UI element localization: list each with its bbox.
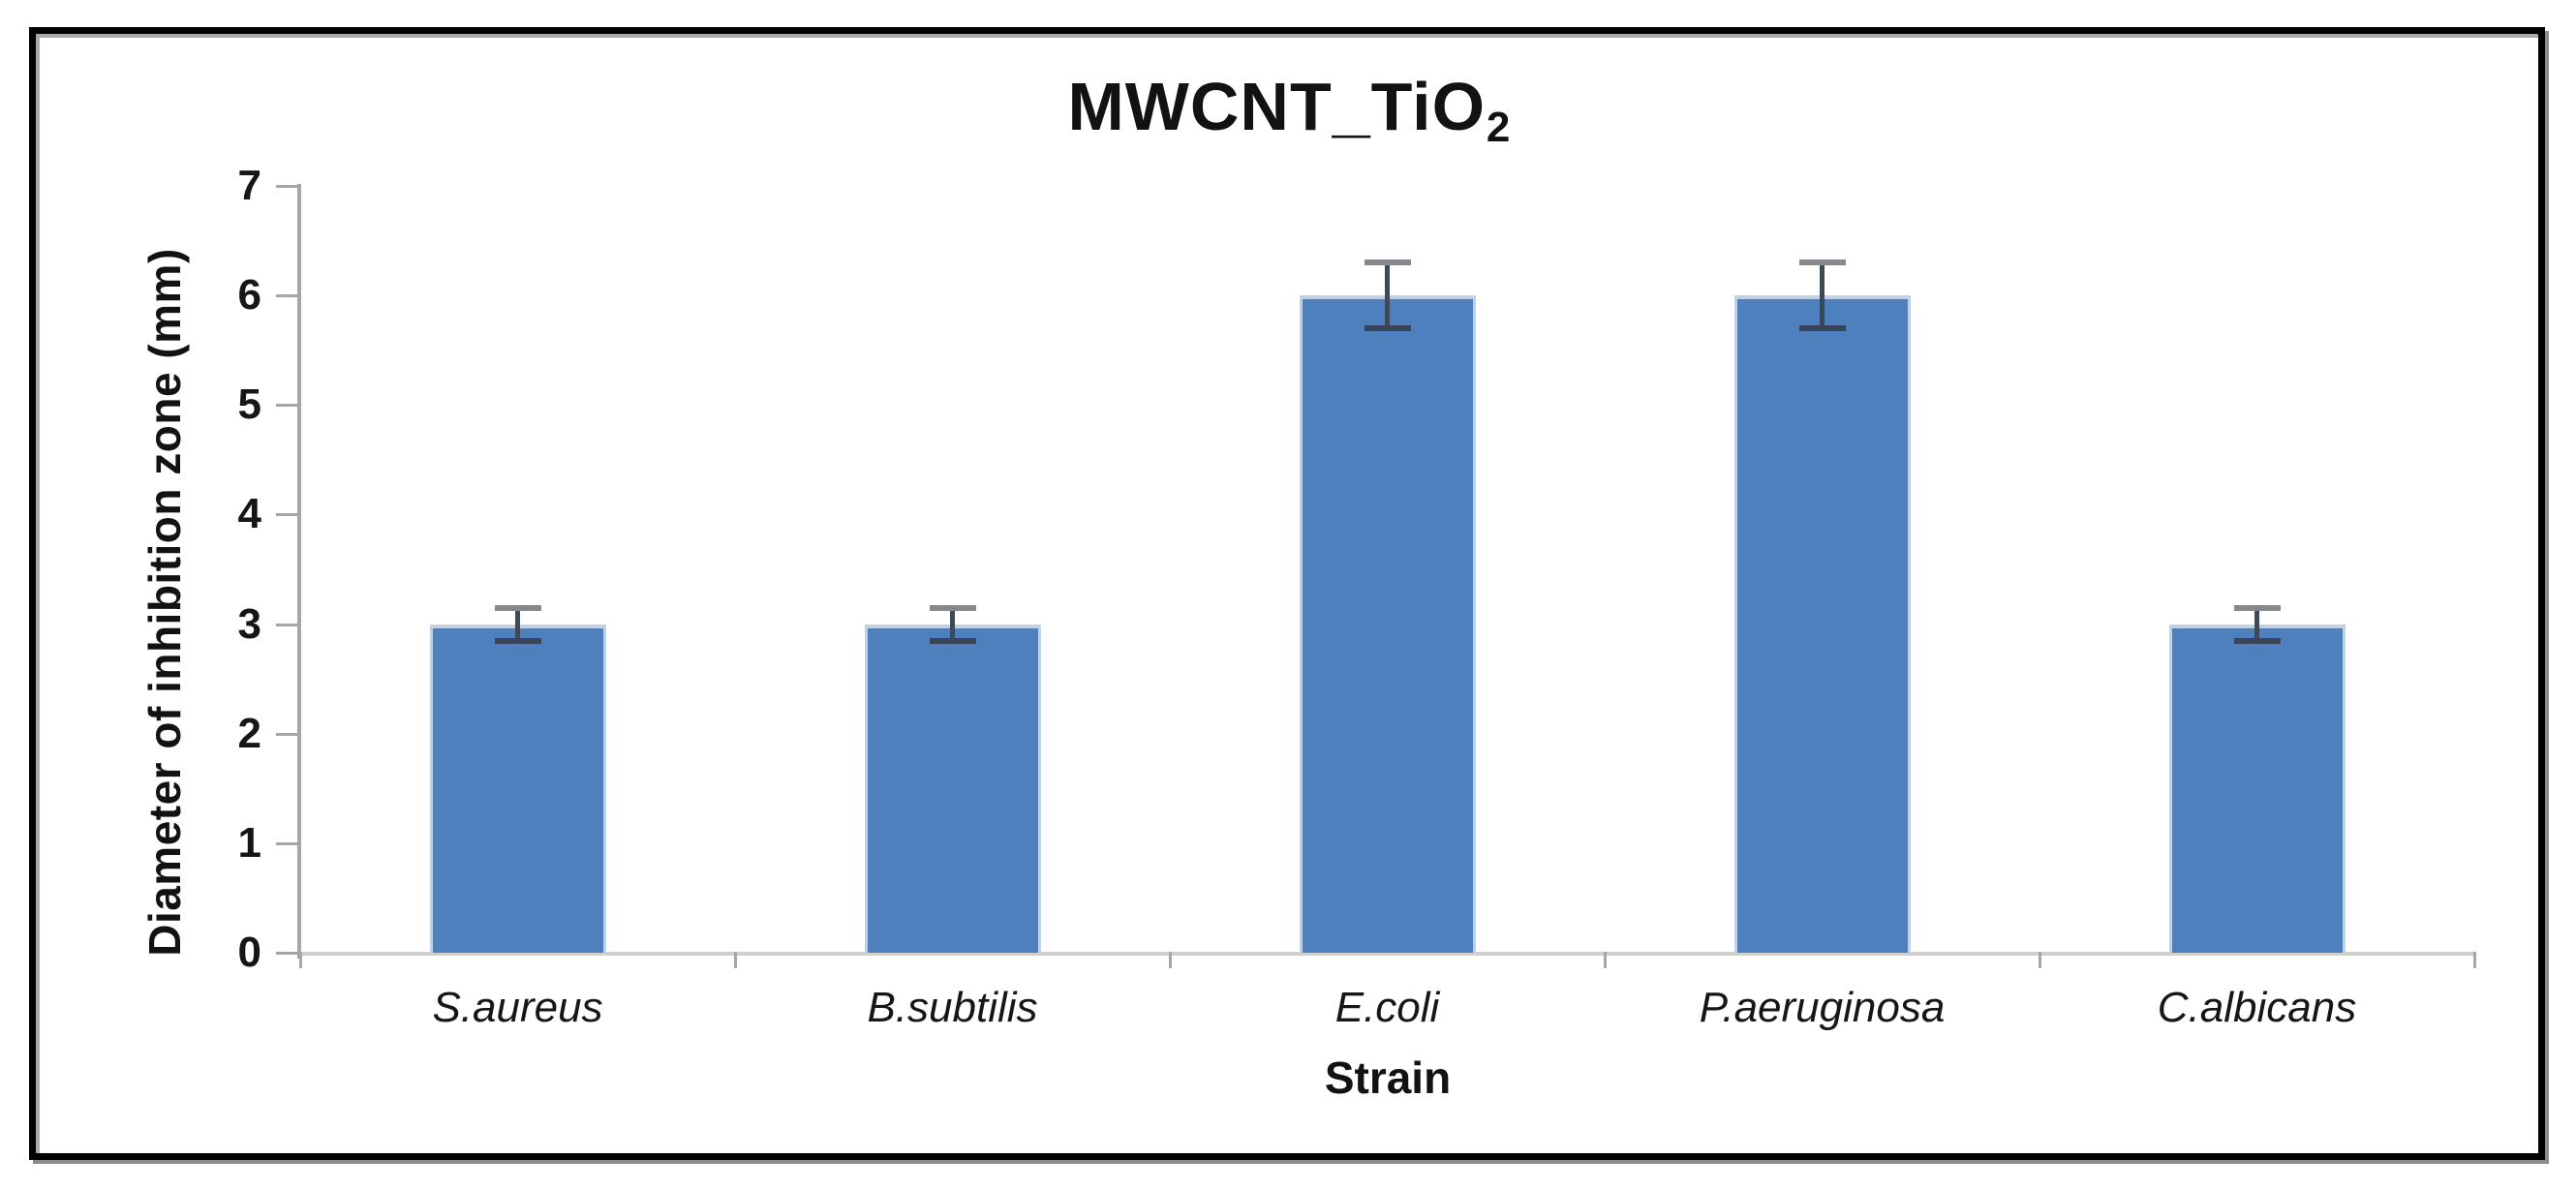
bar-C.albicans — [2168, 624, 2346, 953]
x-boundary-tick-3 — [1604, 952, 1607, 968]
y-tick-mark-5 — [276, 404, 299, 408]
error-bar-cap-bottom-P.aeruginosa — [1798, 325, 1846, 332]
y-tick-mark-4 — [276, 513, 299, 517]
error-bar-cap-bottom-C.albicans — [2233, 637, 2281, 644]
bar-E.coli — [1299, 295, 1476, 953]
figure-border — [29, 27, 2545, 1160]
x-boundary-tick-2 — [1169, 952, 1172, 968]
x-boundary-tick-4 — [2039, 952, 2041, 968]
x-category-label-P.aeruginosa: P.aeruginosa — [1699, 984, 1946, 1031]
x-category-label-B.subtilis: B.subtilis — [867, 984, 1038, 1031]
chart-title-main: MWCNT_TiO — [1067, 69, 1487, 144]
x-boundary-tick-5 — [2473, 952, 2476, 968]
y-tick-mark-2 — [276, 732, 299, 736]
error-bar-cap-top-E.coli — [1364, 259, 1411, 266]
y-tick-mark-7 — [276, 185, 299, 188]
y-tick-mark-6 — [276, 294, 299, 298]
x-category-label-C.albicans: C.albicans — [2157, 984, 2357, 1031]
chart-title-subscript: 2 — [1486, 104, 1512, 152]
error-bar-cap-top-B.subtilis — [929, 604, 976, 611]
bar-B.subtilis — [864, 624, 1041, 953]
y-tick-label-7: 7 — [237, 162, 261, 209]
y-tick-mark-1 — [276, 841, 299, 845]
bar-P.aeruginosa — [1733, 295, 1911, 953]
x-axis-baseline — [300, 952, 2475, 956]
y-tick-label-6: 6 — [237, 271, 261, 320]
y-tick-label-5: 5 — [237, 381, 261, 429]
error-bar-line-B.subtilis — [950, 607, 955, 641]
x-boundary-tick-0 — [299, 952, 302, 968]
error-bar-line-P.aeruginosa — [1820, 262, 1825, 329]
y-tick-mark-3 — [276, 623, 299, 626]
error-bar-cap-top-P.aeruginosa — [1798, 259, 1846, 266]
error-bar-cap-bottom-S.aureus — [494, 637, 541, 644]
error-bar-line-C.albicans — [2254, 607, 2259, 641]
error-bar-line-S.aureus — [515, 607, 520, 641]
error-bar-cap-bottom-E.coli — [1364, 325, 1411, 332]
error-bar-cap-bottom-B.subtilis — [929, 637, 976, 644]
error-bar-cap-top-S.aureus — [494, 604, 541, 611]
y-tick-label-1: 1 — [237, 818, 261, 867]
bar-S.aureus — [429, 624, 606, 953]
error-bar-line-E.coli — [1385, 262, 1390, 329]
y-tick-mark-0 — [276, 952, 299, 955]
y-tick-label-4: 4 — [237, 490, 261, 538]
error-bar-cap-top-C.albicans — [2233, 604, 2281, 611]
x-axis-title: Strain — [1324, 1052, 1452, 1103]
x-category-label-E.coli: E.coli — [1334, 984, 1440, 1031]
x-category-label-S.aureus: S.aureus — [432, 984, 603, 1031]
chart-title: MWCNT_TiO2 — [321, 68, 2257, 151]
y-axis-line — [297, 184, 301, 959]
y-tick-label-3: 3 — [237, 599, 261, 648]
y-tick-label-0: 0 — [237, 929, 261, 976]
x-boundary-tick-1 — [734, 952, 737, 968]
y-tick-label-2: 2 — [237, 709, 261, 757]
